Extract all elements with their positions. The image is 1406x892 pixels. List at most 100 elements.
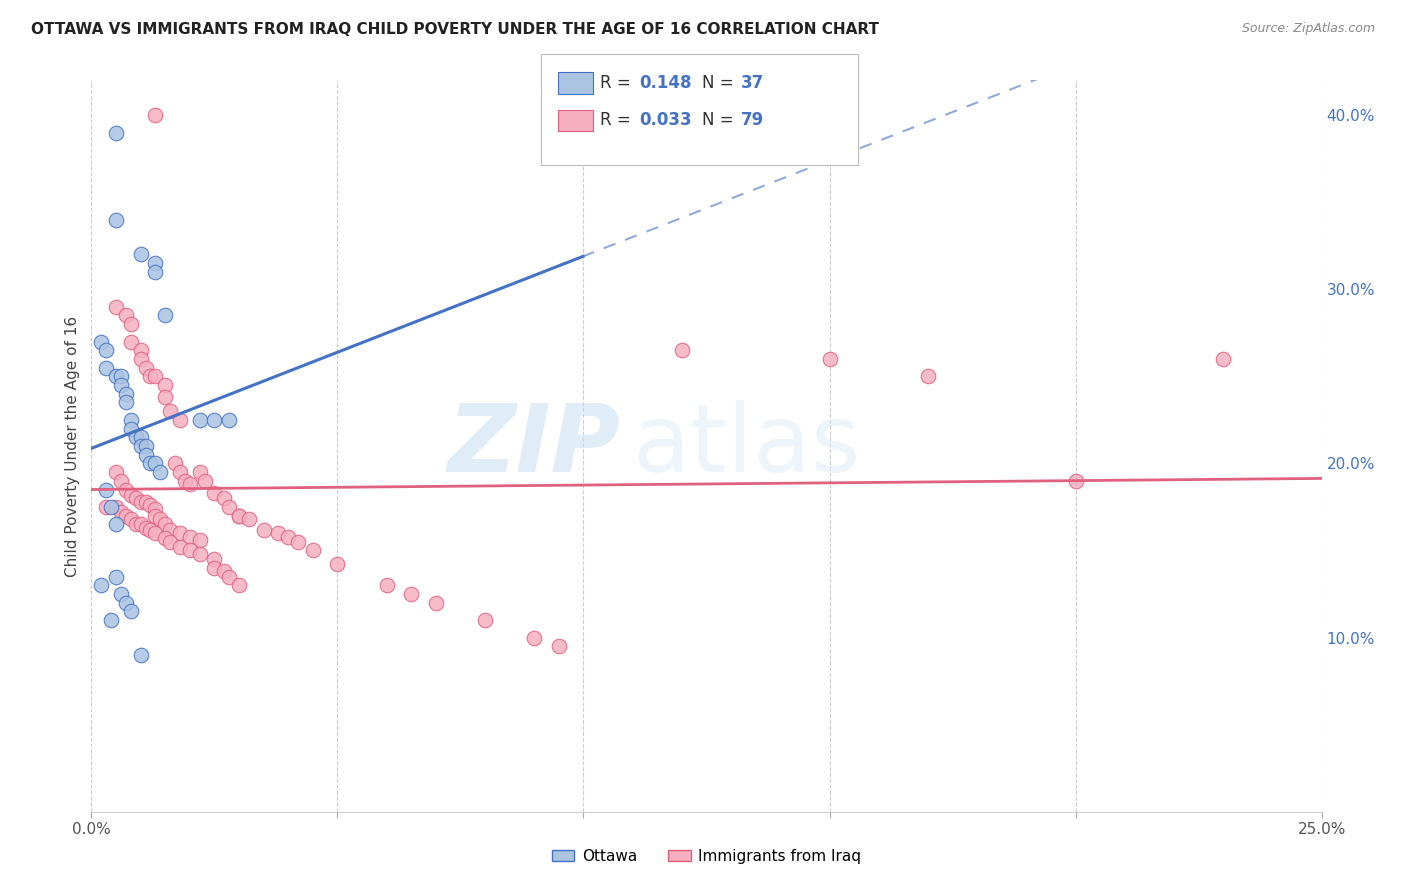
- Point: [218, 413, 240, 427]
- Point: [145, 265, 166, 279]
- Point: [202, 552, 225, 566]
- Point: [153, 517, 177, 532]
- Point: [139, 457, 162, 471]
- Point: [159, 523, 181, 537]
- Point: [145, 526, 166, 541]
- Point: [399, 587, 422, 601]
- Point: [153, 390, 177, 404]
- Point: [1212, 351, 1234, 366]
- Point: [120, 413, 142, 427]
- Point: [100, 500, 122, 514]
- Point: [238, 512, 260, 526]
- Point: [169, 540, 191, 554]
- Text: OTTAWA VS IMMIGRANTS FROM IRAQ CHILD POVERTY UNDER THE AGE OF 16 CORRELATION CHA: OTTAWA VS IMMIGRANTS FROM IRAQ CHILD POV…: [31, 22, 879, 37]
- Point: [135, 521, 156, 535]
- Point: [105, 369, 127, 384]
- Point: [179, 530, 201, 544]
- Text: 0.033: 0.033: [640, 112, 692, 129]
- Point: [267, 526, 290, 541]
- Point: [129, 343, 152, 358]
- Point: [110, 587, 132, 601]
- Point: [188, 547, 211, 561]
- Point: [145, 508, 166, 523]
- Point: [105, 300, 127, 314]
- Point: [188, 413, 211, 427]
- Point: [114, 309, 138, 323]
- Point: [139, 498, 162, 512]
- Text: 79: 79: [741, 112, 765, 129]
- Point: [129, 439, 152, 453]
- Point: [153, 531, 177, 545]
- Point: [114, 596, 138, 610]
- Point: [120, 488, 142, 502]
- Point: [287, 534, 309, 549]
- Text: 0.148: 0.148: [640, 74, 692, 92]
- Point: [110, 369, 132, 384]
- Point: [120, 604, 142, 618]
- Point: [129, 517, 152, 532]
- Point: [301, 543, 323, 558]
- Point: [474, 613, 496, 627]
- Point: [114, 508, 138, 523]
- Point: [188, 533, 211, 547]
- Point: [149, 512, 172, 526]
- Point: [120, 334, 142, 349]
- Point: [100, 613, 122, 627]
- Point: [124, 491, 146, 506]
- Point: [169, 413, 191, 427]
- Point: [105, 517, 127, 532]
- Point: [129, 351, 152, 366]
- Point: [169, 526, 191, 541]
- Point: [326, 558, 349, 572]
- Point: [523, 631, 546, 645]
- Point: [105, 212, 127, 227]
- Point: [159, 534, 181, 549]
- Point: [188, 465, 211, 479]
- Point: [917, 369, 939, 384]
- Point: [163, 457, 186, 471]
- Point: [218, 500, 240, 514]
- Point: [139, 523, 162, 537]
- Point: [129, 247, 152, 261]
- Point: [145, 369, 166, 384]
- Point: [375, 578, 398, 592]
- Point: [179, 543, 201, 558]
- Text: N =: N =: [702, 74, 738, 92]
- Point: [193, 474, 217, 488]
- Point: [202, 561, 225, 575]
- Point: [114, 395, 138, 409]
- Point: [135, 439, 156, 453]
- Point: [212, 491, 235, 506]
- Point: [425, 596, 447, 610]
- Point: [135, 448, 156, 462]
- Point: [96, 500, 117, 514]
- Point: [149, 465, 172, 479]
- Text: N =: N =: [702, 112, 738, 129]
- Legend: Ottawa, Immigrants from Iraq: Ottawa, Immigrants from Iraq: [546, 843, 868, 870]
- Point: [124, 517, 146, 532]
- Point: [135, 494, 156, 508]
- Point: [110, 378, 132, 392]
- Point: [129, 494, 152, 508]
- Point: [818, 351, 841, 366]
- Point: [124, 430, 146, 444]
- Point: [105, 569, 127, 583]
- Text: Source: ZipAtlas.com: Source: ZipAtlas.com: [1241, 22, 1375, 36]
- Point: [159, 404, 181, 418]
- Point: [110, 505, 132, 519]
- Point: [114, 386, 138, 401]
- Point: [547, 640, 569, 654]
- Text: atlas: atlas: [633, 400, 860, 492]
- Point: [145, 108, 166, 122]
- Point: [105, 500, 127, 514]
- Point: [174, 474, 197, 488]
- Point: [120, 317, 142, 331]
- Text: 37: 37: [741, 74, 765, 92]
- Point: [139, 369, 162, 384]
- Point: [145, 256, 166, 270]
- Point: [253, 523, 276, 537]
- Point: [153, 378, 177, 392]
- Point: [120, 421, 142, 435]
- Point: [228, 508, 250, 523]
- Point: [202, 413, 225, 427]
